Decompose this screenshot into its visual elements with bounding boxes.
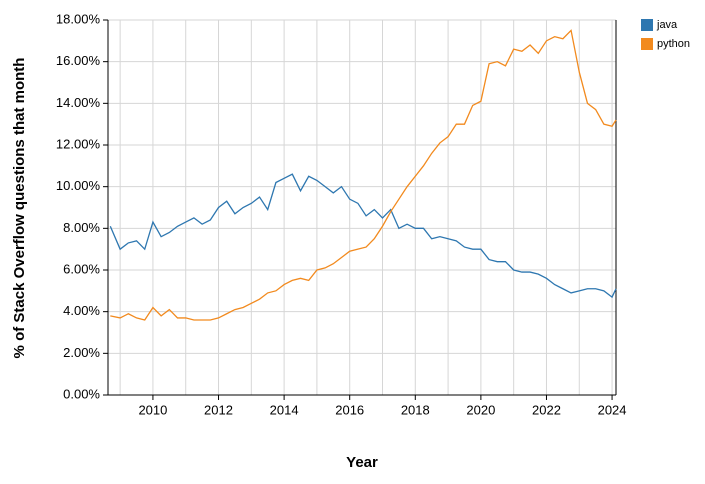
x-tick-label: 2016 — [335, 402, 364, 417]
series-line — [110, 29, 617, 321]
x-tick-label: 2018 — [401, 402, 430, 417]
legend-label: java — [656, 19, 678, 31]
y-tick-label: 6.00% — [63, 261, 100, 276]
x-tick-label: 2014 — [270, 402, 299, 417]
y-tick-label: 2.00% — [63, 345, 100, 360]
y-tick-label: 8.00% — [63, 220, 100, 235]
x-tick-label: 2020 — [466, 402, 495, 417]
y-axis-title: % of Stack Overflow questions that month — [11, 58, 28, 359]
y-tick-label: 18.00% — [56, 11, 101, 26]
y-tick-label: 16.00% — [56, 53, 101, 68]
y-tick-label: 12.00% — [56, 136, 101, 151]
legend-label: python — [657, 38, 690, 50]
y-tick-label: 10.00% — [56, 178, 101, 193]
x-tick-label: 2012 — [204, 402, 233, 417]
y-tick-label: 0.00% — [63, 386, 100, 401]
legend-swatch — [641, 19, 653, 31]
y-tick-label: 14.00% — [56, 95, 101, 110]
x-axis-title: Year — [346, 454, 378, 471]
x-tick-label: 2024 — [598, 402, 627, 417]
series-line — [109, 173, 617, 299]
legend-swatch — [641, 38, 653, 50]
x-tick-label: 2022 — [532, 402, 561, 417]
y-tick-label: 4.00% — [63, 303, 100, 318]
x-tick-label: 2010 — [138, 402, 167, 417]
